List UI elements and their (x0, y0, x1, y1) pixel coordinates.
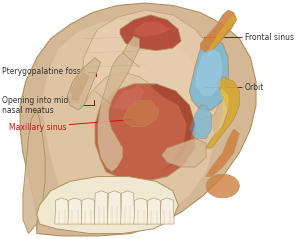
Polygon shape (214, 89, 228, 139)
Polygon shape (160, 198, 174, 224)
Polygon shape (120, 15, 181, 51)
Text: Frontal sinus: Frontal sinus (205, 33, 294, 42)
Polygon shape (95, 84, 195, 181)
Polygon shape (206, 129, 239, 177)
Polygon shape (206, 77, 239, 148)
Polygon shape (37, 177, 178, 234)
Polygon shape (42, 20, 214, 224)
Polygon shape (134, 198, 148, 224)
Polygon shape (98, 36, 140, 172)
Polygon shape (67, 58, 100, 110)
Polygon shape (147, 198, 161, 224)
Polygon shape (200, 10, 237, 53)
Polygon shape (20, 3, 256, 236)
Polygon shape (81, 198, 95, 224)
Polygon shape (123, 100, 159, 127)
Polygon shape (94, 191, 108, 224)
Polygon shape (55, 198, 69, 224)
Polygon shape (70, 72, 89, 100)
Polygon shape (189, 39, 228, 110)
Polygon shape (107, 191, 122, 224)
Polygon shape (195, 48, 223, 96)
Polygon shape (81, 10, 223, 120)
Polygon shape (112, 86, 145, 110)
Polygon shape (189, 105, 212, 139)
Text: Orbit: Orbit (205, 83, 264, 92)
Polygon shape (151, 84, 195, 172)
Ellipse shape (206, 174, 239, 198)
Polygon shape (134, 22, 170, 36)
Polygon shape (68, 198, 82, 224)
Text: Pterygopalatine fossa: Pterygopalatine fossa (2, 67, 96, 76)
Text: Opening into middle
nasal meatus: Opening into middle nasal meatus (2, 96, 94, 115)
Text: Maxillary sinus: Maxillary sinus (9, 120, 133, 132)
Polygon shape (209, 15, 237, 51)
Polygon shape (162, 139, 206, 167)
Polygon shape (23, 110, 45, 234)
Polygon shape (121, 191, 135, 224)
